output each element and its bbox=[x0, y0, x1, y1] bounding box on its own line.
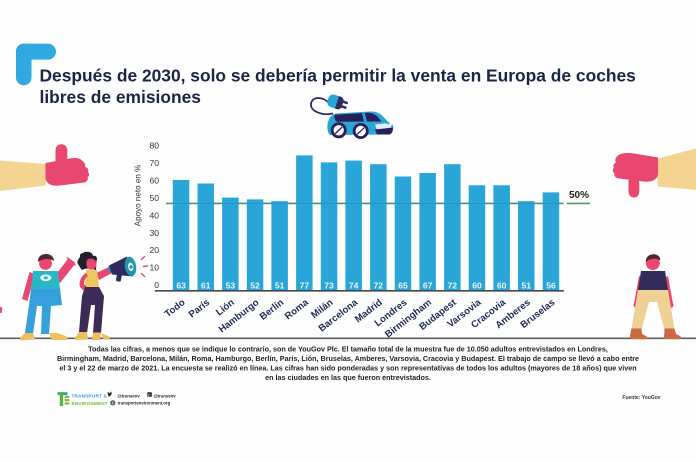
svg-text:0: 0 bbox=[154, 280, 159, 290]
svg-text:30: 30 bbox=[149, 228, 159, 238]
svg-text:el 3 y el 22 de marzo de 2021.: el 3 y el 22 de marzo de 2021. La encues… bbox=[59, 363, 636, 372]
svg-text:10: 10 bbox=[149, 263, 159, 273]
svg-text:53: 53 bbox=[226, 281, 236, 291]
svg-text:@transenv: @transenv bbox=[154, 393, 177, 398]
svg-text:70: 70 bbox=[149, 158, 159, 168]
svg-text:Apoyo neto en %: Apoyo neto en % bbox=[134, 165, 143, 227]
svg-text:72: 72 bbox=[448, 281, 458, 291]
svg-text:77: 77 bbox=[300, 281, 310, 291]
svg-text:65: 65 bbox=[398, 281, 408, 291]
svg-text:50: 50 bbox=[149, 193, 159, 203]
svg-text:TRANSPORT &: TRANSPORT & bbox=[72, 394, 108, 399]
svg-text:40: 40 bbox=[149, 210, 159, 220]
svg-text:50%: 50% bbox=[569, 190, 589, 201]
svg-text:libres de emisiones: libres de emisiones bbox=[40, 87, 201, 107]
svg-text:74: 74 bbox=[349, 281, 359, 291]
svg-text:Birmingham, Madrid, Barcelona,: Birmingham, Madrid, Barcelona, Milán, Ro… bbox=[57, 354, 639, 363]
svg-text:60: 60 bbox=[472, 281, 482, 291]
svg-text:51: 51 bbox=[522, 281, 532, 291]
svg-text:73: 73 bbox=[324, 281, 334, 291]
svg-text:60: 60 bbox=[497, 281, 507, 291]
svg-text:Después de 2030, solo se deber: Después de 2030, solo se debería permiti… bbox=[40, 66, 636, 86]
svg-text:Fuente: YouGov: Fuente: YouGov bbox=[622, 395, 660, 401]
svg-text:60: 60 bbox=[149, 175, 159, 185]
svg-text:20: 20 bbox=[149, 245, 159, 255]
svg-text:56: 56 bbox=[546, 281, 556, 291]
svg-text:67: 67 bbox=[423, 281, 433, 291]
svg-text:transportenvironment.org: transportenvironment.org bbox=[118, 401, 171, 406]
svg-text:f: f bbox=[148, 393, 150, 397]
svg-text:@transenv: @transenv bbox=[118, 393, 141, 398]
svg-text:80: 80 bbox=[149, 141, 159, 151]
svg-text:51: 51 bbox=[275, 281, 285, 291]
svg-text:en las ciudades en las que fue: en las ciudades en las que fueron entrev… bbox=[265, 373, 431, 382]
svg-text:Todas las cifras, a menos que: Todas las cifras, a menos que se indique… bbox=[88, 344, 608, 353]
svg-text:52: 52 bbox=[250, 281, 260, 291]
svg-text:72: 72 bbox=[374, 281, 384, 291]
svg-text:61: 61 bbox=[201, 281, 211, 291]
svg-text:63: 63 bbox=[176, 281, 186, 291]
svg-text:ENVIRONMENT: ENVIRONMENT bbox=[72, 401, 108, 406]
